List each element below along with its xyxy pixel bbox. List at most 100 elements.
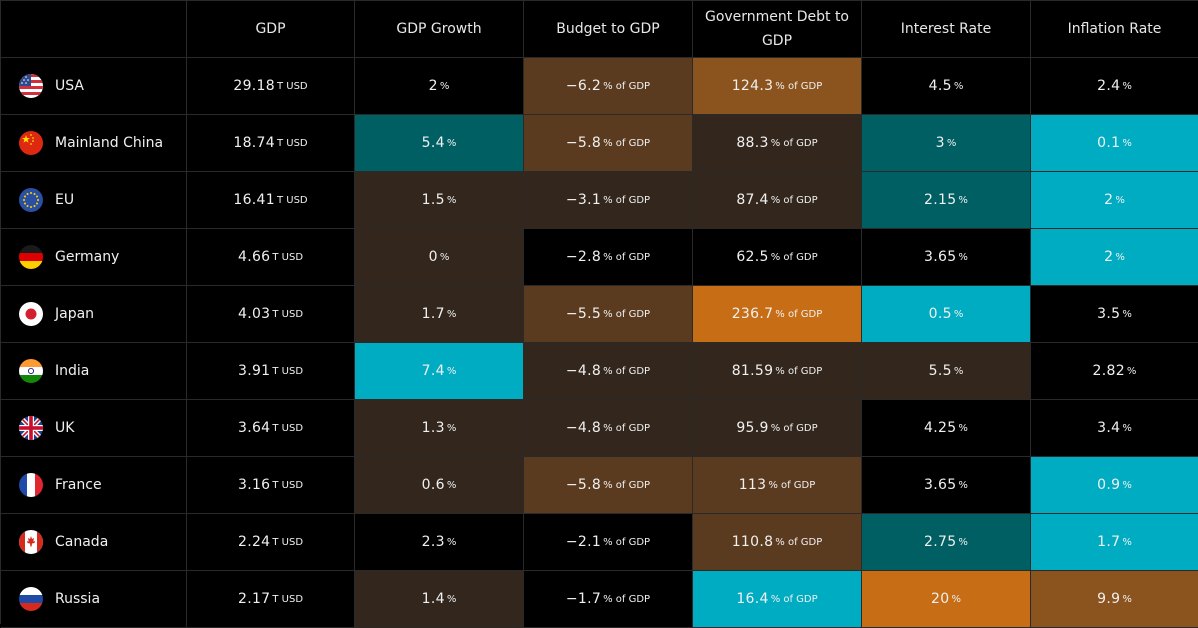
gdp-cell: 3.16 T USD: [187, 457, 355, 514]
interest-unit: %: [958, 422, 968, 434]
country-cell-mainland-china[interactable]: Mainland China: [1, 115, 187, 172]
budget-unit: % of GDP: [603, 137, 651, 149]
inflation-value: 2.4: [1097, 78, 1121, 94]
government-debt-cell: 113% of GDP: [693, 457, 862, 514]
canada-flag-icon: [19, 530, 43, 554]
interest-value: 3.65: [924, 477, 957, 493]
gdp-growth-cell: 0%: [355, 229, 524, 286]
inflation-rate-cell: 2%: [1031, 229, 1198, 286]
russia-flag-icon: [19, 587, 43, 611]
budget-unit: % of GDP: [603, 365, 651, 377]
interest-value: 5.5: [928, 363, 952, 379]
interest-value: 2.75: [924, 534, 957, 550]
gdp-growth-cell: 5.4%: [355, 115, 524, 172]
column-header-gdp-growth[interactable]: GDP Growth: [355, 1, 524, 58]
inflation-unit: %: [1122, 422, 1132, 434]
budget-unit: % of GDP: [603, 422, 651, 434]
france-flag-icon: [19, 473, 43, 497]
interest-rate-cell: 3.65%: [862, 229, 1031, 286]
budget-to-gdp-cell: −5.5% of GDP: [524, 286, 693, 343]
country-cell-uk[interactable]: UK: [1, 400, 187, 457]
debt-value: 124.3: [731, 78, 774, 94]
country-cell-russia[interactable]: Russia: [1, 571, 187, 628]
debt-unit: % of GDP: [770, 593, 818, 605]
country-name: Japan: [55, 306, 95, 322]
debt-value: 110.8: [731, 534, 774, 550]
debt-unit: % of GDP: [770, 251, 818, 263]
country-cell-germany[interactable]: Germany: [1, 229, 187, 286]
growth-unit: %: [446, 593, 457, 605]
country-name: India: [55, 363, 90, 379]
interest-value: 3: [935, 135, 945, 151]
interest-rate-cell: 20%: [862, 571, 1031, 628]
interest-value: 2.15: [924, 192, 957, 208]
debt-value: 81.59: [731, 363, 774, 379]
gdp-cell: 2.24 T USD: [187, 514, 355, 571]
government-debt-cell: 236.7% of GDP: [693, 286, 862, 343]
budget-unit: % of GDP: [603, 308, 651, 320]
inflation-unit: %: [1115, 251, 1125, 263]
budget-to-gdp-cell: −4.8% of GDP: [524, 400, 693, 457]
gdp-unit: T USD: [272, 365, 304, 377]
gdp-value: 18.74: [233, 135, 275, 151]
column-header-inflation-rate[interactable]: Inflation Rate: [1031, 1, 1198, 58]
country-name: EU: [55, 192, 75, 208]
budget-to-gdp-cell: −1.7% of GDP: [524, 571, 693, 628]
column-header-budget-to-gdp[interactable]: Budget to GDP: [524, 1, 693, 58]
debt-value: 87.4: [736, 192, 769, 208]
country-name: Canada: [55, 534, 109, 550]
growth-unit: %: [446, 308, 457, 320]
growth-value: 5.4: [421, 135, 445, 151]
country-cell-india[interactable]: India: [1, 343, 187, 400]
budget-unit: % of GDP: [603, 251, 651, 263]
growth-unit: %: [446, 479, 457, 491]
growth-unit: %: [446, 194, 457, 206]
country-cell-eu[interactable]: EU: [1, 172, 187, 229]
budget-to-gdp-cell: −4.8% of GDP: [524, 343, 693, 400]
interest-unit: %: [958, 251, 968, 263]
budget-unit: % of GDP: [603, 479, 651, 491]
gdp-cell: 18.74 T USD: [187, 115, 355, 172]
budget-to-gdp-cell: −3.1% of GDP: [524, 172, 693, 229]
gdp-growth-cell: 0.6%: [355, 457, 524, 514]
budget-unit: % of GDP: [603, 80, 651, 92]
country-cell-japan[interactable]: Japan: [1, 286, 187, 343]
budget-value: −5.8: [565, 477, 602, 493]
growth-value: 1.5: [421, 192, 445, 208]
interest-rate-cell: 3.65%: [862, 457, 1031, 514]
country-name: Germany: [55, 249, 120, 265]
interest-unit: %: [958, 194, 968, 206]
country-cell-usa[interactable]: USA: [1, 58, 187, 115]
government-debt-cell: 62.5% of GDP: [693, 229, 862, 286]
column-header-interest-rate[interactable]: Interest Rate: [862, 1, 1031, 58]
government-debt-cell: 81.59% of GDP: [693, 343, 862, 400]
government-debt-cell: 88.3% of GDP: [693, 115, 862, 172]
inflation-value: 2.82: [1092, 363, 1125, 379]
interest-unit: %: [953, 365, 964, 377]
column-header-gdp[interactable]: GDP: [187, 1, 355, 58]
interest-unit: %: [951, 593, 961, 605]
budget-to-gdp-cell: −2.8% of GDP: [524, 229, 693, 286]
gdp-value: 4.03: [237, 306, 271, 322]
growth-unit: %: [446, 422, 457, 434]
country-name: USA: [55, 78, 84, 94]
inflation-rate-cell: 2.82%: [1031, 343, 1198, 400]
inflation-value: 0.1: [1097, 135, 1121, 151]
column-header-government-debt-to-gdp[interactable]: Government Debt to GDP: [693, 1, 862, 58]
interest-rate-cell: 2.75%: [862, 514, 1031, 571]
country-name: Russia: [55, 591, 101, 607]
gdp-value: 16.41: [233, 192, 275, 208]
budget-to-gdp-cell: −6.2% of GDP: [524, 58, 693, 115]
gdp-cell: 3.91 T USD: [187, 343, 355, 400]
growth-value: 7.4: [421, 363, 445, 379]
budget-unit: % of GDP: [603, 194, 651, 206]
country-cell-canada[interactable]: Canada: [1, 514, 187, 571]
country-name: France: [55, 477, 102, 493]
debt-unit: % of GDP: [775, 308, 823, 320]
debt-value: 236.7: [731, 306, 774, 322]
inflation-value: 3.5: [1097, 306, 1121, 322]
country-cell-france[interactable]: France: [1, 457, 187, 514]
gdp-unit: T USD: [276, 194, 308, 206]
gdp-growth-cell: 1.3%: [355, 400, 524, 457]
debt-value: 88.3: [736, 135, 769, 151]
